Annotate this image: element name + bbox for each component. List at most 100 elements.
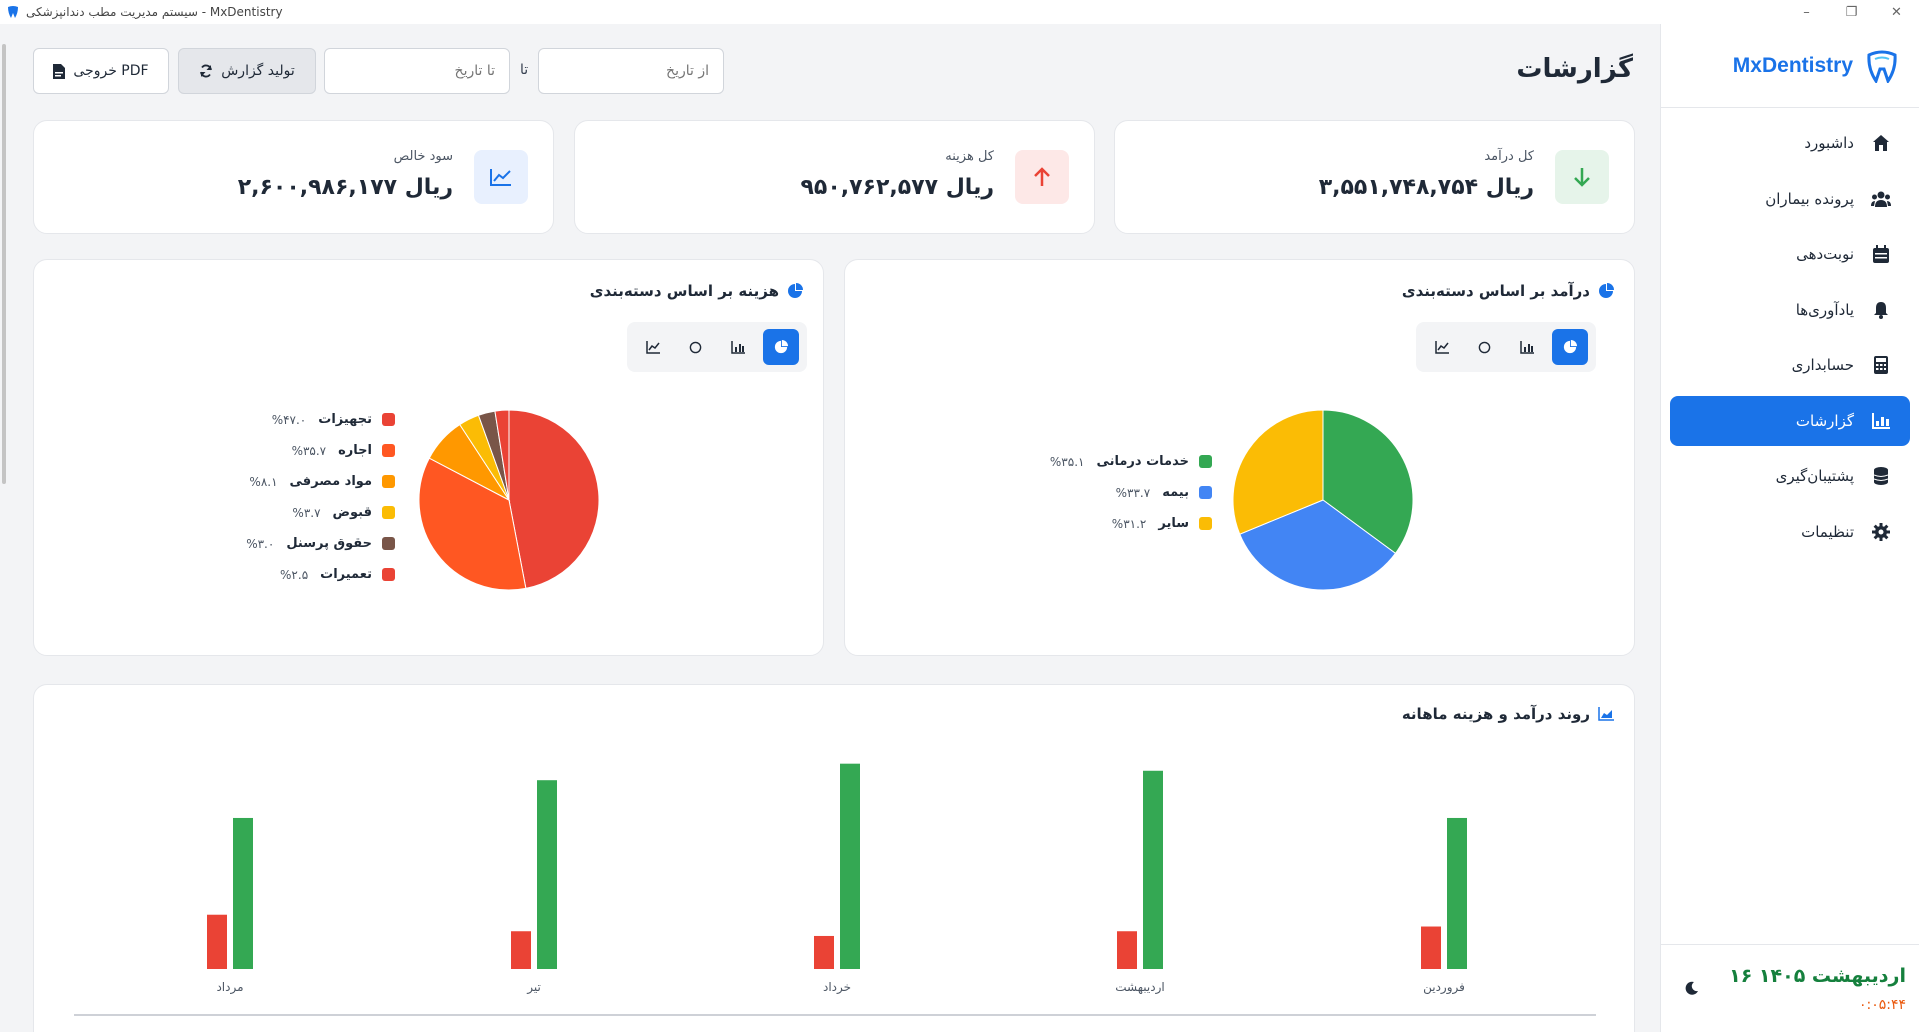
sidebar-item-label: حسابداری bbox=[1791, 356, 1854, 374]
legend-swatch bbox=[382, 413, 395, 426]
legend-item: %۳.۰ حقوق پرسنل bbox=[246, 528, 395, 559]
page-title: گزارشات bbox=[1516, 54, 1633, 84]
bar-type-button[interactable] bbox=[1509, 329, 1546, 365]
sidebar-item-label: پشتیبان‌گیری bbox=[1775, 467, 1854, 485]
pie-slice[interactable] bbox=[1322, 409, 1414, 555]
expense-stat-icon-box bbox=[1015, 150, 1069, 204]
bell-icon bbox=[1870, 299, 1892, 321]
profit-stat-icon-box bbox=[474, 150, 528, 204]
doughnut-chart-icon bbox=[1478, 341, 1491, 353]
legend-percent: %۳۳.۷ bbox=[1115, 485, 1151, 500]
legend-swatch bbox=[1199, 517, 1212, 530]
sidebar-item-dashboard[interactable]: داشبورد bbox=[1670, 118, 1910, 168]
trend-bar-income[interactable] bbox=[1447, 817, 1467, 969]
sidebar: MxDentistry داشبورد پرونده بیماران نوبت‌… bbox=[1660, 24, 1919, 1032]
trend-bar-expense[interactable] bbox=[1421, 926, 1441, 969]
trend-bar-expense[interactable] bbox=[511, 931, 531, 969]
legend-label: حقوق پرسنل bbox=[286, 536, 372, 551]
pie-slice[interactable] bbox=[1232, 409, 1324, 535]
legend-item: %۳۵.۷ اجاره bbox=[246, 435, 395, 466]
income-stat-icon-box bbox=[1555, 150, 1609, 204]
generate-report-button[interactable]: تولید گزارش bbox=[178, 48, 316, 94]
doughnut-type-button[interactable] bbox=[1467, 329, 1504, 365]
sidebar-item-settings[interactable]: تنظیمات bbox=[1670, 507, 1910, 557]
pie-slice[interactable] bbox=[1239, 499, 1397, 591]
pie-slice[interactable] bbox=[508, 409, 600, 589]
sidebar-item-accounting[interactable]: حسابداری bbox=[1670, 340, 1910, 390]
sidebar-item-reminders[interactable]: یادآوری‌ها bbox=[1670, 285, 1910, 335]
trend-bar-chart: فروردین اردیبهشت خرداد تیر مرداد bbox=[74, 763, 1596, 1016]
legend-swatch bbox=[1199, 455, 1212, 468]
to-label: تا bbox=[520, 62, 529, 78]
brand: MxDentistry bbox=[1661, 24, 1919, 108]
trend-bar-income[interactable] bbox=[233, 817, 253, 969]
expense-chart-title-text: هزینه بر اساس دسته‌بندی bbox=[589, 282, 779, 300]
trend-bar-income[interactable] bbox=[840, 763, 860, 969]
trend-chart-title-text: روند درآمد و هزینه ماهانه bbox=[1401, 705, 1590, 723]
window-title: سیستم مدیریت مطب دندانپزشکی - MxDentistr… bbox=[26, 5, 283, 19]
pie-chart-icon bbox=[788, 283, 803, 298]
pie-slice[interactable] bbox=[494, 409, 510, 501]
scrollbar-thumb[interactable] bbox=[2, 44, 6, 484]
legend-swatch bbox=[1199, 486, 1212, 499]
window-titlebar: سیستم مدیریت مطب دندانپزشکی - MxDentistr… bbox=[0, 0, 1919, 24]
chart-icon bbox=[1870, 410, 1892, 432]
legend-percent: %۸.۱ bbox=[249, 474, 278, 489]
sidebar-footer: ۱۶ اردیبهشت ۱۴۰۵ ۰:۰۵:۴۴ bbox=[1661, 944, 1919, 1032]
expense-stat-value: ۹۵۰,۷۶۲,۵۷۷ ریال bbox=[800, 175, 994, 200]
moon-icon bbox=[1685, 981, 1698, 995]
sidebar-item-reports[interactable]: گزارشات bbox=[1670, 395, 1910, 446]
sidebar-item-label: پرونده بیماران bbox=[1765, 189, 1854, 208]
legend-percent: %۳۱.۲ bbox=[1111, 516, 1147, 531]
bar-type-button[interactable] bbox=[720, 329, 757, 365]
pie-chart-icon bbox=[1599, 283, 1614, 298]
pie-type-button[interactable] bbox=[762, 329, 799, 365]
line-type-button[interactable] bbox=[635, 329, 672, 365]
pie-chart-icon bbox=[774, 340, 788, 354]
bar-chart-icon bbox=[731, 340, 746, 354]
trend-bar-expense[interactable] bbox=[1117, 931, 1137, 969]
sidebar-item-label: تنظیمات bbox=[1801, 522, 1854, 541]
vertical-scrollbar[interactable] bbox=[0, 24, 8, 1032]
gear-icon bbox=[1870, 521, 1892, 543]
restore-icon[interactable]: ❐ bbox=[1845, 4, 1858, 20]
app-logo-icon bbox=[8, 6, 18, 18]
legend-item: %۳.۷ قبوض bbox=[246, 497, 395, 528]
income-chart-title-text: درآمد بر اساس دسته‌بندی bbox=[1401, 282, 1590, 300]
home-icon bbox=[1870, 132, 1892, 154]
income-stat-label: کل درآمد bbox=[1484, 149, 1534, 164]
pie-type-button[interactable] bbox=[1551, 329, 1588, 365]
sidebar-nav: داشبورد پرونده بیماران نوبت‌دهی یادآوری‌… bbox=[1661, 108, 1919, 572]
sidebar-item-label: داشبورد bbox=[1804, 134, 1854, 152]
trend-bar-income[interactable] bbox=[537, 780, 557, 969]
x-tick-label: اردیبهشت bbox=[1115, 980, 1164, 995]
brand-name: MxDentistry bbox=[1732, 53, 1853, 77]
expense-chart-title: هزینه بر اساس دسته‌بندی bbox=[590, 282, 803, 300]
sidebar-item-label: یادآوری‌ها bbox=[1795, 300, 1854, 319]
sidebar-item-appointments[interactable]: نوبت‌دهی bbox=[1670, 229, 1910, 279]
minimize-icon[interactable]: – bbox=[1803, 4, 1810, 20]
legend-percent: %۳۵.۷ bbox=[291, 443, 327, 458]
line-type-button[interactable] bbox=[1424, 329, 1461, 365]
dark-mode-toggle[interactable] bbox=[1675, 971, 1709, 1005]
legend-swatch bbox=[382, 568, 395, 581]
trend-bar-expense[interactable] bbox=[207, 914, 227, 969]
legend-percent: %۲.۵ bbox=[280, 567, 309, 582]
refresh-icon bbox=[200, 64, 213, 78]
line-chart-icon bbox=[646, 340, 661, 354]
arrow-up-icon bbox=[1034, 167, 1050, 186]
doughnut-type-button[interactable] bbox=[678, 329, 715, 365]
close-icon[interactable]: ✕ bbox=[1891, 4, 1902, 20]
trend-bar-income[interactable] bbox=[1143, 770, 1163, 969]
legend-label: خدمات درمانی bbox=[1096, 454, 1189, 469]
sidebar-item-backup[interactable]: پشتیبان‌گیری bbox=[1670, 451, 1910, 501]
expense-category-card: هزینه بر اساس دسته‌بندی %۴۷.۰ تجهیزات %۳… bbox=[33, 259, 824, 656]
from-date-input[interactable] bbox=[538, 48, 724, 94]
to-date-input[interactable] bbox=[324, 48, 510, 94]
trend-bar-expense[interactable] bbox=[814, 935, 834, 969]
legend-percent: %۳.۷ bbox=[292, 505, 321, 520]
pdf-export-button[interactable]: خروجی PDF bbox=[33, 48, 169, 94]
sidebar-item-patients[interactable]: پرونده بیماران bbox=[1670, 174, 1910, 224]
legend-label: اجاره bbox=[338, 443, 372, 458]
pie-slice[interactable] bbox=[418, 457, 527, 591]
